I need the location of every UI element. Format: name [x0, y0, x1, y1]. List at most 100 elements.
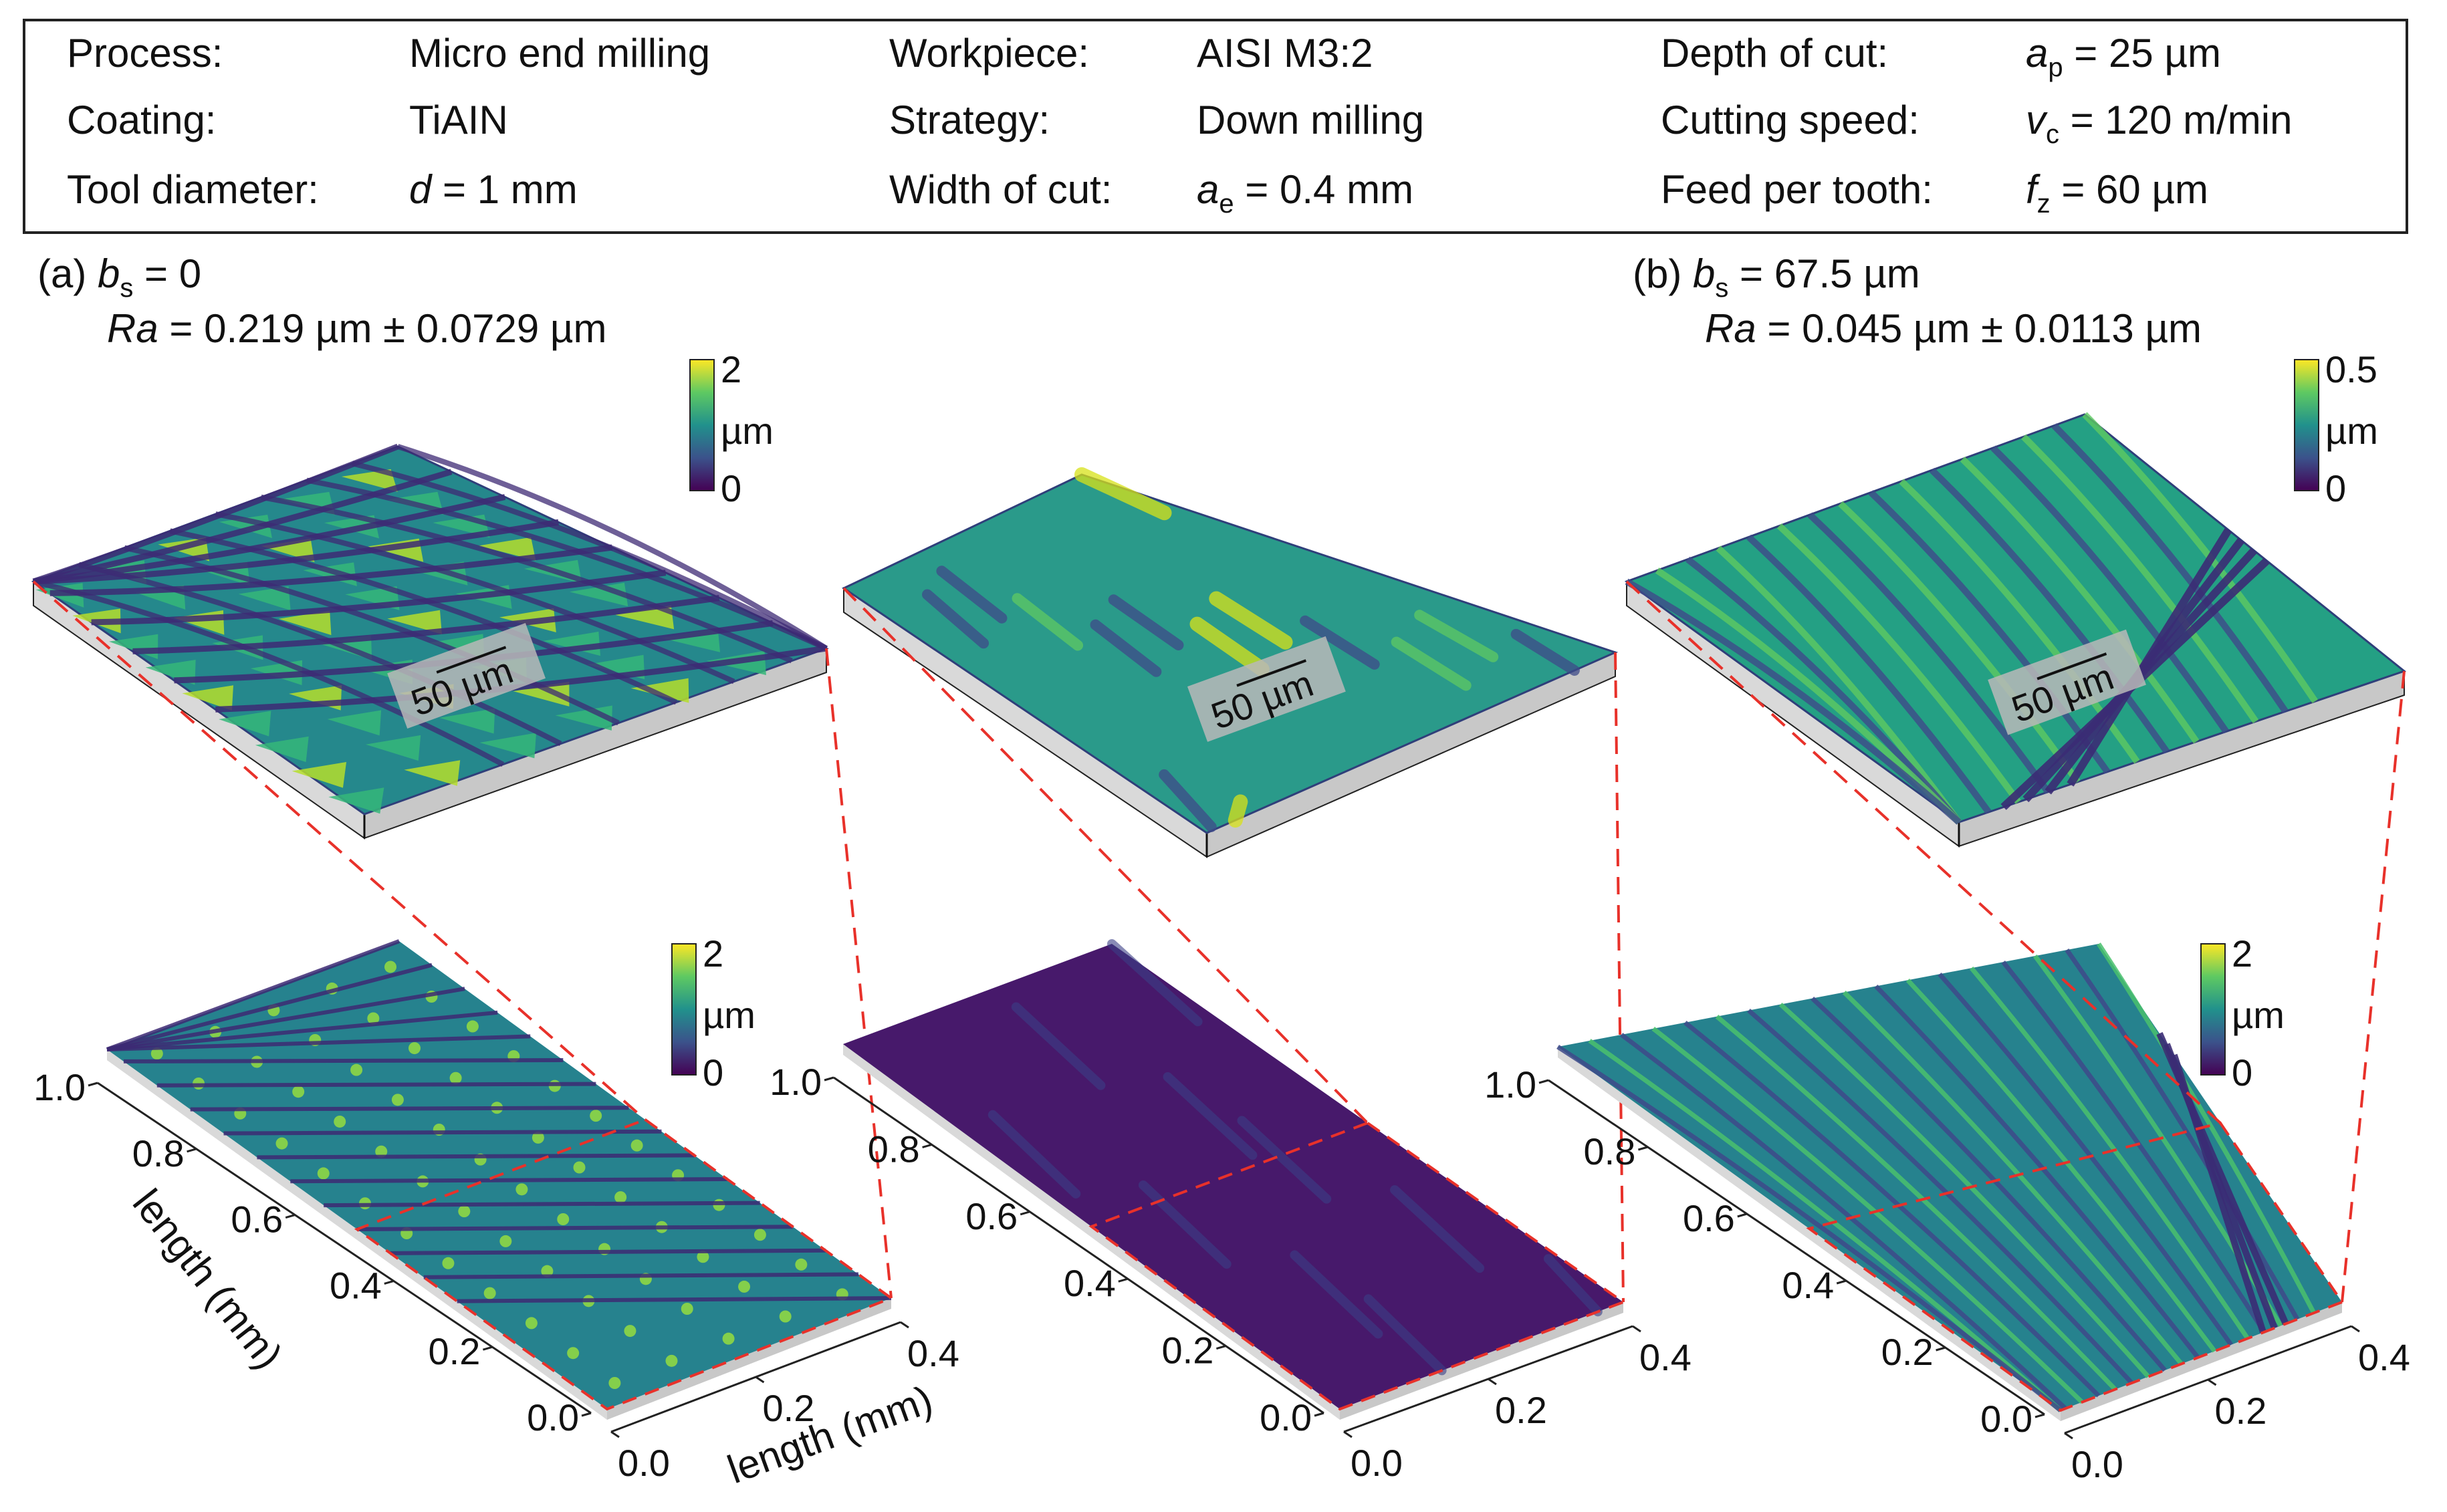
tool-mark-arc [124, 545, 620, 726]
surface-facet [608, 1377, 621, 1389]
zoom-line-left [32, 580, 647, 1121]
bottom-axes: 1.0 0.8 0.6 0.4 0.2 0.0 0.0 0.2 0.4 [1484, 1063, 2410, 1485]
colorbar-min: 0 [703, 1051, 723, 1094]
surface-facet [278, 610, 332, 636]
y-tick-label: 1.0 [33, 1066, 86, 1108]
surface-facet [573, 1161, 586, 1174]
surface-facet [275, 1137, 288, 1150]
x-tick-label: 0.2 [1495, 1389, 1547, 1431]
workpiece-value: AISI M3:2 [1197, 31, 1373, 76]
x-tick [1488, 1378, 1497, 1386]
y-axis-line [833, 1076, 1324, 1414]
y-axis-line [97, 1082, 592, 1414]
panel-title-bs: (a) bs = 0 [37, 251, 201, 303]
streak-line [1842, 990, 2184, 1366]
x-tick-label: 0.0 [2071, 1443, 2123, 1485]
surface-patch [1163, 1072, 1258, 1160]
surface-facet [525, 1317, 538, 1330]
surface-facet [317, 1167, 330, 1180]
colorbar-gradient [671, 943, 697, 1076]
top-surface-plot: 50 µm [1624, 412, 2407, 848]
streak-line [1778, 1002, 2150, 1378]
width-of-cut-value: ae = 0.4 mm [1197, 167, 1414, 219]
y-tick-label: 0.4 [1782, 1264, 1834, 1306]
process-label: Process: [67, 31, 223, 76]
tool-mark-arc [390, 1248, 826, 1255]
tool-mark-arc [78, 561, 562, 747]
streak-line [2065, 949, 2300, 1321]
y-tick-label: 0.2 [1162, 1330, 1214, 1372]
surface-patch [1414, 610, 1499, 662]
x-tick [1632, 1325, 1641, 1333]
surface-patch [1138, 1180, 1232, 1269]
surface-base-right [1340, 1302, 1623, 1420]
surface-facet [541, 1265, 554, 1277]
surface-texture [922, 467, 1580, 832]
x-axis-label: length (mm) [722, 1377, 939, 1492]
tool-mark-arc [306, 477, 828, 651]
tool-mark-arc [190, 1106, 629, 1112]
streak-line [1960, 457, 2200, 744]
tool-mark-arc [123, 1058, 564, 1063]
surface-facet [408, 1042, 421, 1055]
y-tick [88, 1082, 98, 1087]
surface-facet [367, 1012, 380, 1025]
surface-patch [1543, 1254, 1603, 1317]
zoom-region-outline [1088, 1121, 1627, 1411]
surface-facet [795, 1258, 808, 1271]
zoom-region-outline [1806, 1121, 2345, 1412]
tool-mark-arc [106, 1010, 498, 1051]
y-tick-label: 0.4 [1064, 1262, 1116, 1304]
surface-facet [365, 735, 421, 761]
x-tick-label: 0.4 [2358, 1336, 2410, 1378]
surface-patch [1090, 619, 1162, 677]
surface-patch [1074, 467, 1172, 521]
surface-facet [458, 1205, 471, 1218]
y-tick-label: 1.0 [770, 1061, 822, 1103]
surface-facet [391, 1094, 404, 1106]
x-tick-label: 0.2 [2215, 1390, 2267, 1432]
colorbar-unit: µm [721, 410, 774, 452]
y-tick [1538, 1079, 1549, 1084]
surface-facet [532, 1131, 544, 1144]
bottom-axes: 1.0 0.8 0.6 0.4 0.2 0.0 0.0 0.2 0.4 [770, 1061, 1692, 1484]
y-tick [482, 1346, 493, 1351]
streak-line [1938, 972, 2233, 1346]
x-tick-label: 0.2 [763, 1387, 815, 1429]
panel-a: (a) bs = 0Ra = 0.219 µm ± 0.0729 µm 50 µm… [31, 251, 959, 1492]
y-tick-label: 0.8 [132, 1132, 185, 1174]
x-tick-label: 0.0 [618, 1442, 670, 1484]
surface-facet [478, 537, 536, 561]
colorbar-unit: µm [2325, 410, 2378, 452]
colorbar-unit: µm [2232, 994, 2285, 1036]
surface-facet [567, 1347, 580, 1360]
surface-patch [1107, 939, 1203, 1027]
surface-patch [1209, 591, 1293, 650]
tool-mark-arc [169, 528, 678, 705]
y-tick-label: 0.0 [527, 1396, 579, 1438]
y-tick [1637, 1146, 1648, 1151]
surface-patch [1228, 794, 1248, 828]
tool-mark-arc [257, 1153, 695, 1160]
streak-line [1716, 545, 1962, 824]
workpiece-label: Workpiece: [889, 31, 1090, 76]
panel-title-ra: Ra = 0.045 µm ± 0.0113 µm [1705, 306, 2202, 351]
tool-diameter-value: d = 1 mm [409, 167, 578, 212]
surface-patch [1189, 616, 1270, 677]
streak-line [1685, 556, 1962, 825]
bottom-surface-plot [843, 939, 1627, 1420]
tool-mark-arc [33, 469, 453, 585]
colorbar-max: 2 [703, 932, 723, 975]
streak-line [1556, 1045, 2063, 1412]
surface-facet [449, 1072, 462, 1084]
colorbar-min: 0 [721, 467, 741, 509]
y-tick-label: 0.8 [868, 1128, 920, 1170]
strategy-value: Down milling [1197, 98, 1425, 142]
bottom-surface-plot [1556, 942, 2345, 1421]
streak-line [2082, 412, 2318, 704]
surface-facet [466, 1020, 479, 1033]
y-tick [187, 1148, 197, 1153]
streak-line [1874, 984, 2200, 1360]
surface-top-face [843, 944, 1623, 1409]
